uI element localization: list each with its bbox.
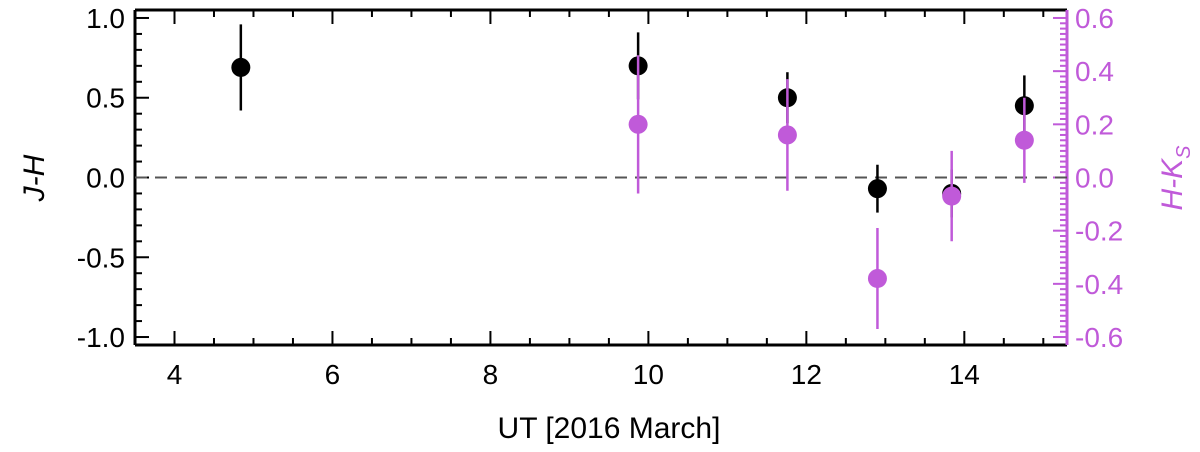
jh-data-point <box>867 179 887 199</box>
y-left-tick-label: 0.0 <box>86 163 125 194</box>
x-tick-label: 10 <box>633 359 664 390</box>
y-right-tick-label: -0.2 <box>1075 216 1123 247</box>
x-axis-title: UT [2016 March] <box>498 412 721 445</box>
x-tick-label: 14 <box>949 359 980 390</box>
jh-data-point <box>231 57 251 77</box>
y-left-tick-label: -1.0 <box>77 322 125 353</box>
x-tick-label: 12 <box>791 359 822 390</box>
right-y-axis-title-main: H-K <box>1156 157 1189 211</box>
hk-data-point <box>1014 130 1034 150</box>
hk-data-point <box>867 269 887 289</box>
y-right-tick-label: 0.2 <box>1075 109 1114 140</box>
y-left-tick-label: -0.5 <box>77 242 125 273</box>
right-y-axis-title: H-KS <box>1156 145 1195 211</box>
x-tick-label: 8 <box>483 359 499 390</box>
y-right-tick-label: 0.6 <box>1075 3 1114 34</box>
tick-labels: 4 6 8 10 12 14 1.0 0.5 0.0 -0.5 -1.0 0.6 0.4 0.2 0.0 -0… <box>77 3 1124 390</box>
hk-data-point <box>628 114 648 134</box>
y-right-tick-label: 0.4 <box>1075 56 1114 87</box>
axes <box>133 8 1069 347</box>
hk-data-point <box>777 125 797 145</box>
left-y-axis-title: J-H <box>18 154 51 202</box>
y-right-tick-label: 0.0 <box>1075 163 1114 194</box>
right-y-axis-title-subscript: S <box>1173 145 1195 159</box>
x-tick-label: 6 <box>325 359 341 390</box>
y-right-tick-label: -0.6 <box>1075 322 1123 353</box>
data-marks <box>231 24 1034 330</box>
x-tick-label: 4 <box>167 359 183 390</box>
y-left-tick-label: 0.5 <box>86 83 125 114</box>
hk-data-point <box>942 186 962 206</box>
y-right-tick-label: -0.4 <box>1075 269 1123 300</box>
y-left-tick-label: 1.0 <box>86 3 125 34</box>
